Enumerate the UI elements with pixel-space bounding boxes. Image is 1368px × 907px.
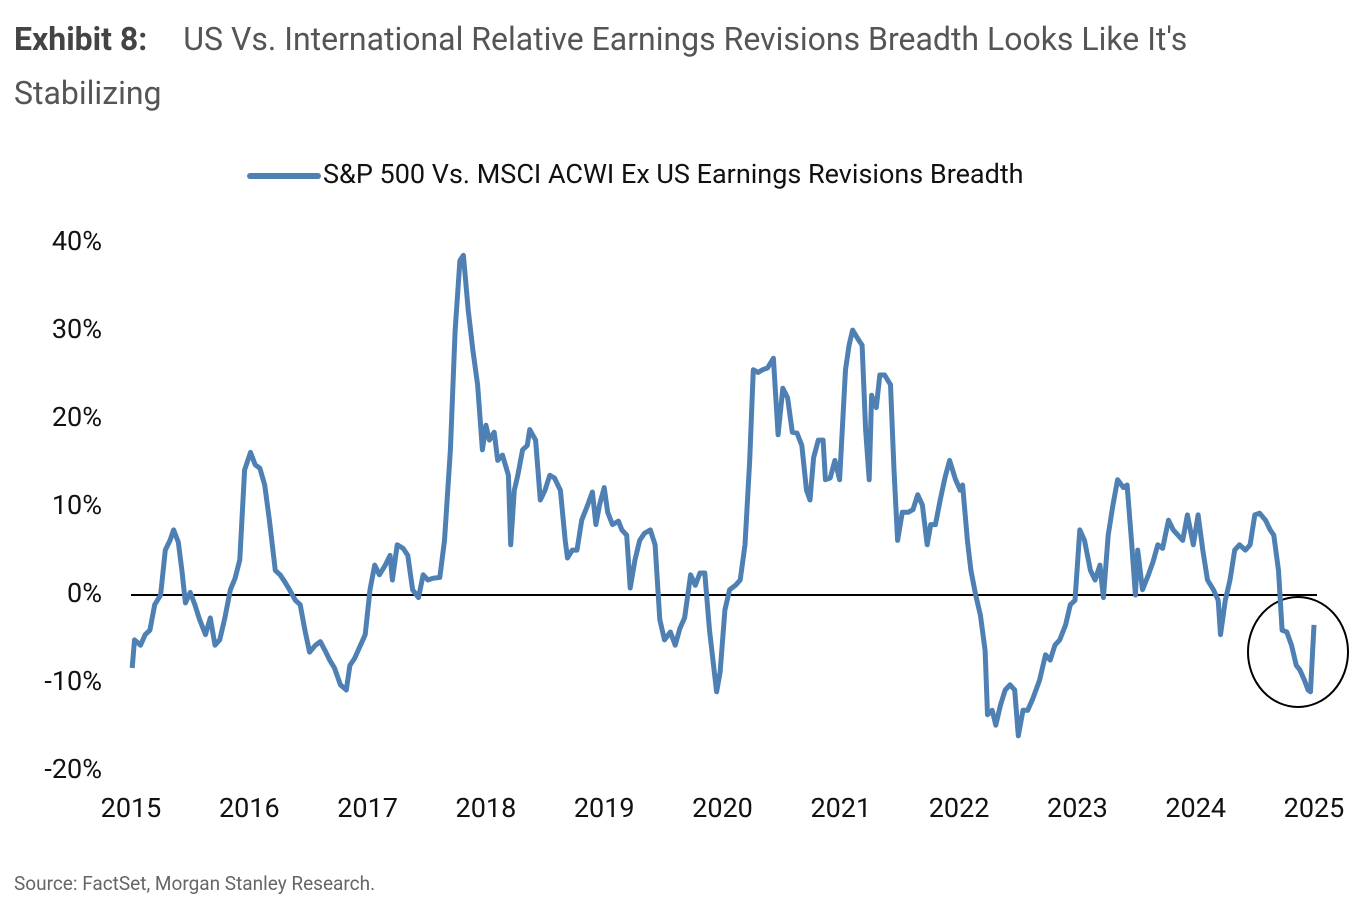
chart: -20% -10% 0% 10% 20% 30% 40% 2015 2016 2017 2018 20…: [44, 158, 1349, 824]
y-tick-label: 10%: [52, 489, 102, 521]
legend-label: S&P 500 Vs. MSCI ACWI Ex US Earnings Rev…: [323, 158, 1024, 190]
x-tick-label: 2020: [692, 792, 753, 824]
source-note: Source: FactSet, Morgan Stanley Research…: [14, 872, 376, 895]
x-tick-label: 2024: [1165, 792, 1226, 824]
x-tick-label: 2016: [219, 792, 280, 824]
y-tick-label: 30%: [52, 313, 102, 345]
highlight-circle: [1247, 596, 1349, 708]
x-tick-label: 2018: [456, 792, 517, 824]
data-line: [129, 252, 1317, 739]
x-tick-label: 2023: [1047, 792, 1108, 824]
x-tick-label: 2017: [337, 792, 398, 824]
y-tick-label: -20%: [44, 753, 102, 785]
exhibit-label: Exhibit 8:: [14, 20, 148, 58]
y-tick-label: 40%: [52, 225, 102, 257]
y-tick-label: 20%: [52, 401, 102, 433]
x-tick-label: 2021: [810, 792, 871, 824]
x-tick-label: 2022: [929, 792, 990, 824]
x-tick-label: 2015: [101, 792, 162, 824]
x-tick-label: 2019: [574, 792, 635, 824]
y-tick-label: 0%: [67, 577, 102, 609]
header: Exhibit 8: US Vs. International Relative …: [14, 12, 1304, 120]
y-tick-label: -10%: [44, 665, 102, 697]
chart-title: US Vs. International Relative Earnings R…: [14, 20, 1188, 112]
x-tick-label: 2025: [1284, 792, 1345, 824]
